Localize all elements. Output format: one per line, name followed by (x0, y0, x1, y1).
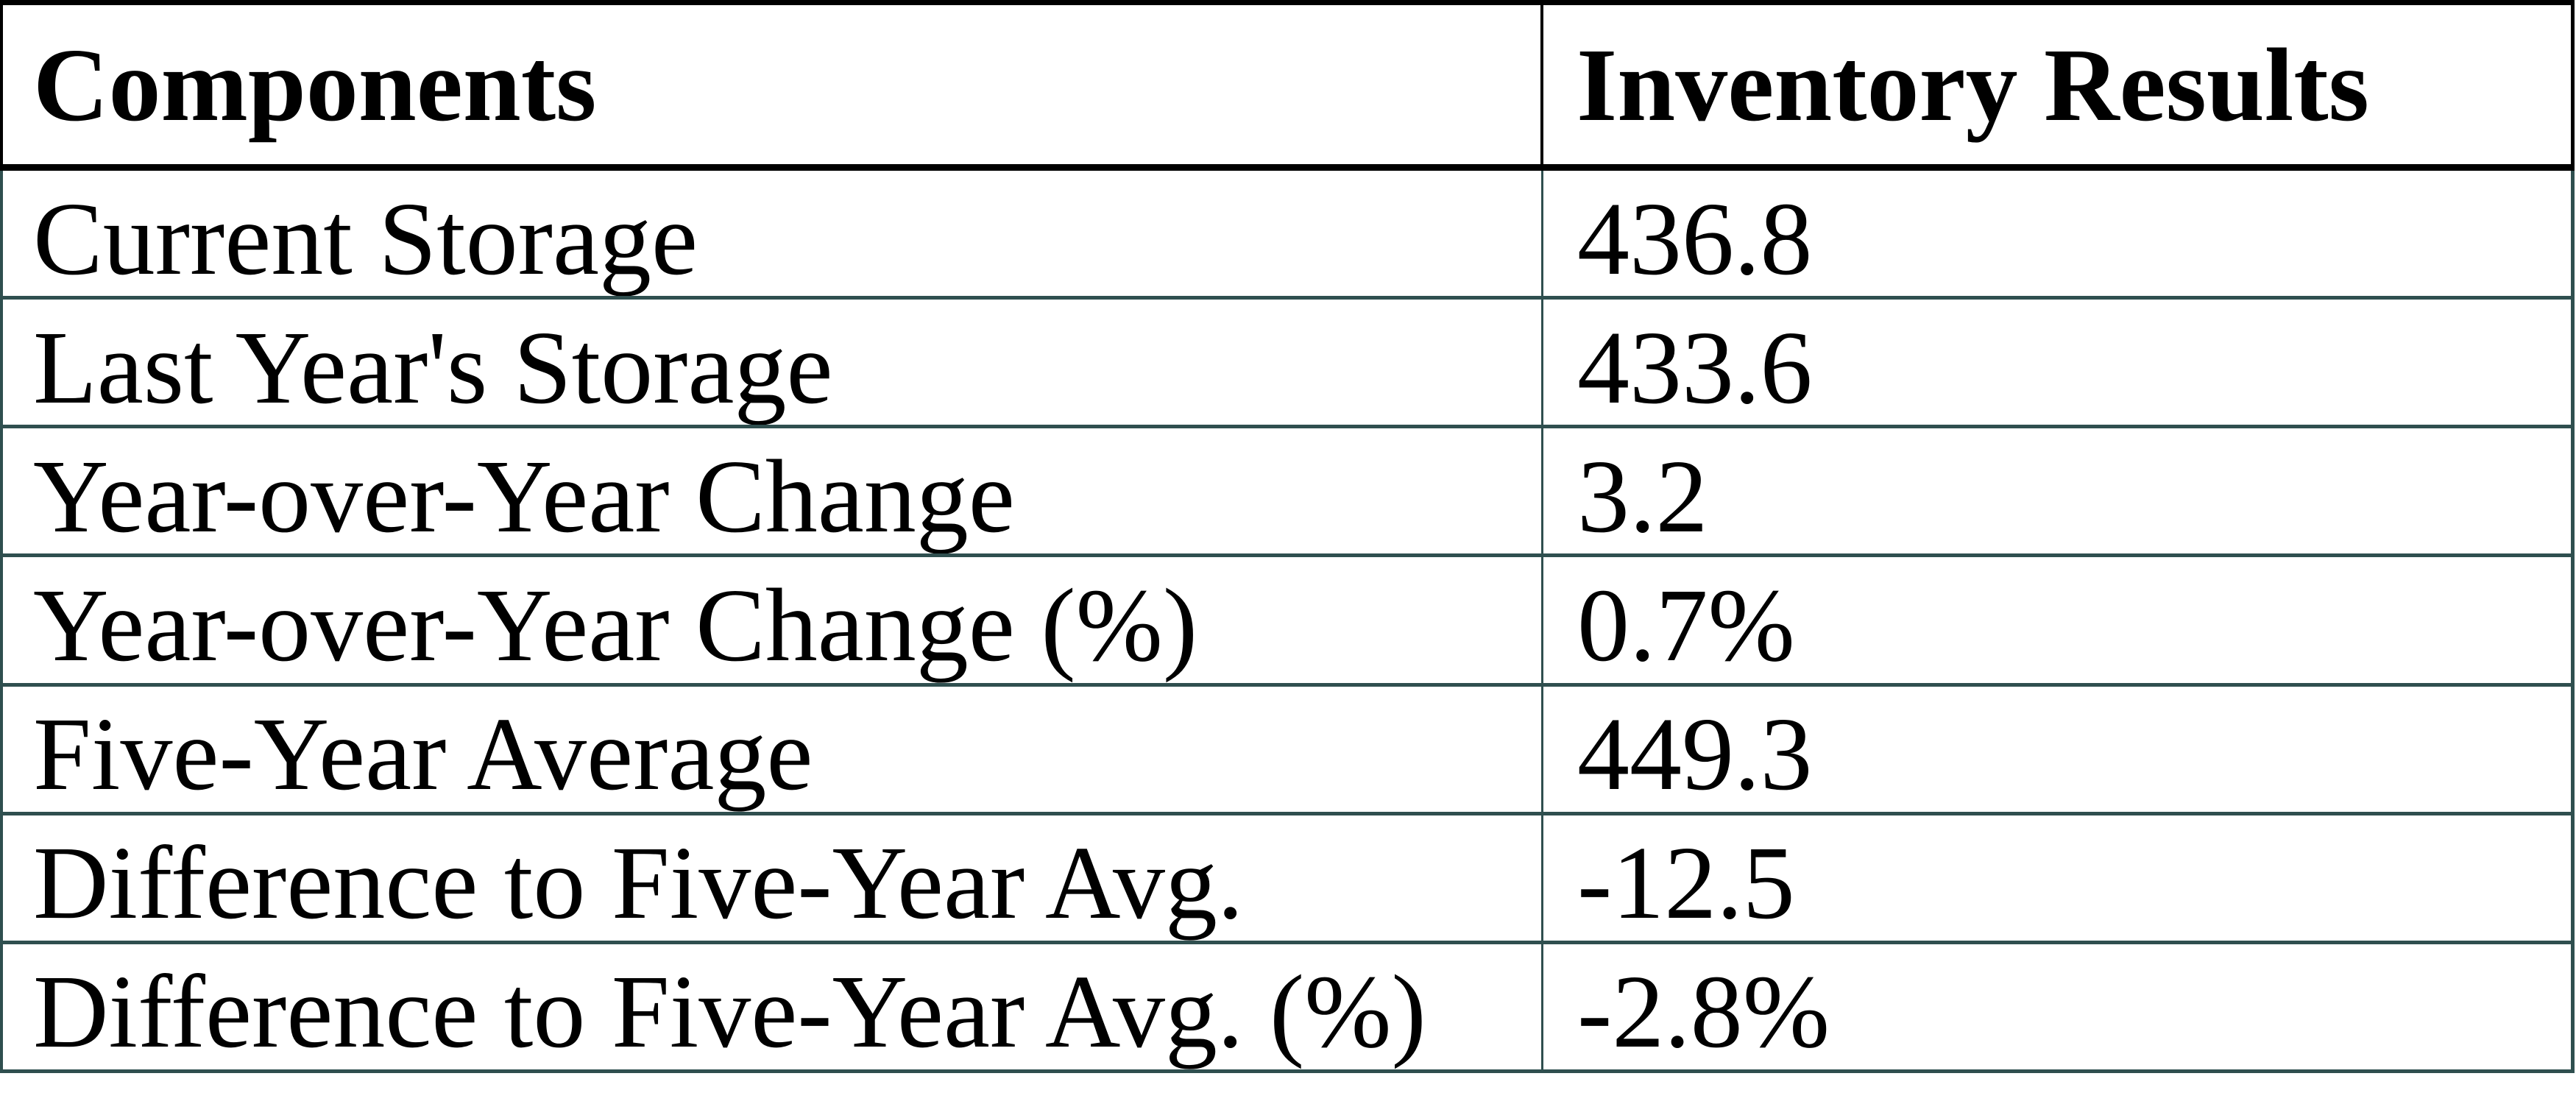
row-label: Year-over-Year Change (%) (0, 557, 1543, 683)
row-label: Difference to Five-Year Avg. (%) (0, 944, 1543, 1069)
row-value: 436.8 (1543, 171, 2575, 297)
row-label: Current Storage (0, 171, 1543, 297)
column-header-components: Components (0, 5, 1543, 164)
row-value: 433.6 (1543, 300, 2575, 425)
row-value: 3.2 (1543, 428, 2575, 554)
table-row-diff-to-five-year-avg-pct: Difference to Five-Year Avg. (%) -2.8% (0, 944, 2575, 1073)
column-header-inventory-results: Inventory Results (1543, 5, 2575, 164)
row-label: Five-Year Average (0, 686, 1543, 812)
row-value: 0.7% (1543, 557, 2575, 683)
row-label: Difference to Five-Year Avg. (0, 815, 1543, 941)
table-row-diff-to-five-year-avg: Difference to Five-Year Avg. -12.5 (0, 815, 2575, 944)
row-value: -2.8% (1543, 944, 2575, 1069)
table-header-row: Components Inventory Results (0, 0, 2575, 171)
row-label: Last Year's Storage (0, 300, 1543, 425)
table-row-five-year-average: Five-Year Average 449.3 (0, 686, 2575, 815)
row-value: 449.3 (1543, 686, 2575, 812)
table-row-last-years-storage: Last Year's Storage 433.6 (0, 300, 2575, 429)
table-row-yoy-change: Year-over-Year Change 3.2 (0, 428, 2575, 558)
table-body: Current Storage 436.8 Last Year's Storag… (0, 171, 2575, 1073)
row-label: Year-over-Year Change (0, 428, 1543, 554)
table-row-current-storage: Current Storage 436.8 (0, 171, 2575, 300)
table-row-yoy-change-pct: Year-over-Year Change (%) 0.7% (0, 557, 2575, 687)
row-value: -12.5 (1543, 815, 2575, 941)
inventory-results-table: Components Inventory Results Current Sto… (0, 0, 2575, 1073)
